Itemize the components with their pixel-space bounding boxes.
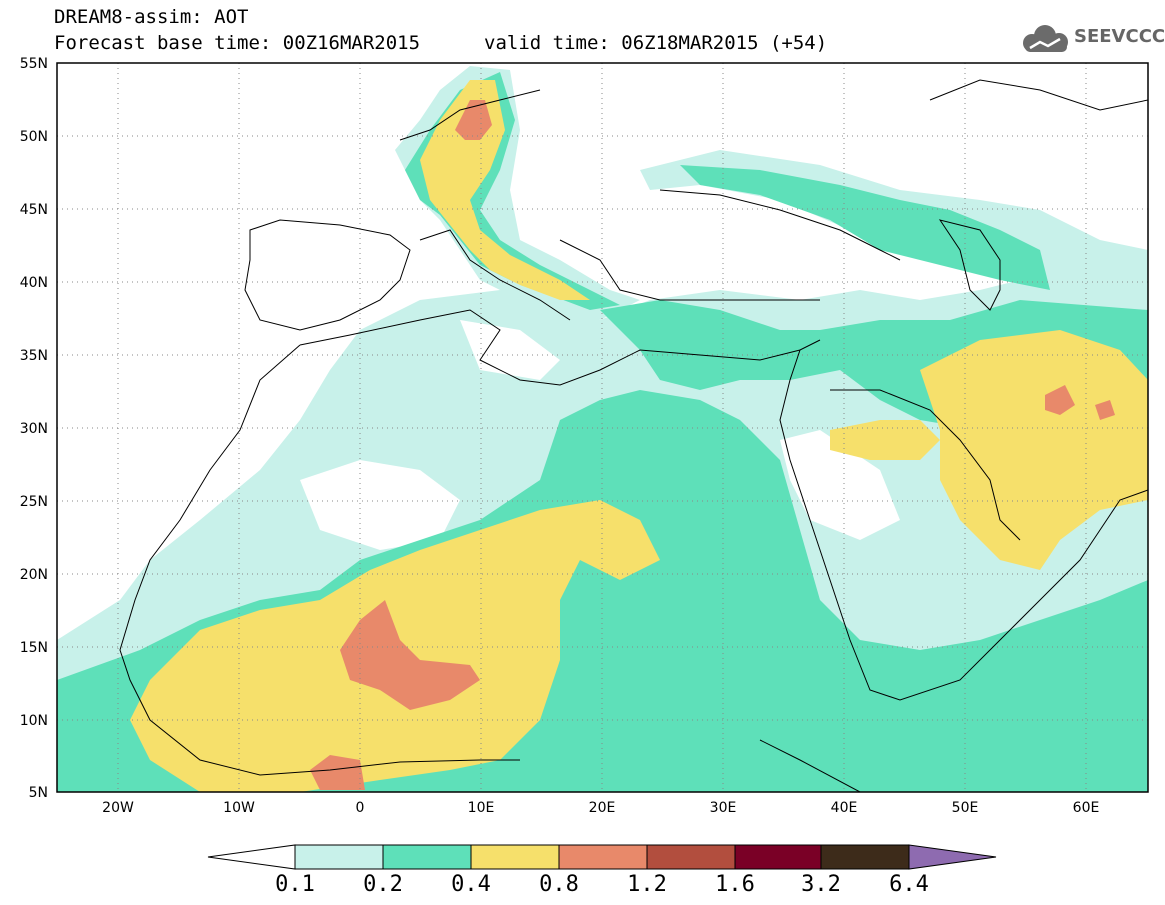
colorbar-swatch <box>820 844 910 870</box>
aot-clear-holes <box>300 320 900 550</box>
colorbar-swatch <box>558 844 648 870</box>
cloud-icon <box>1023 25 1068 52</box>
lat-tick-label: 25N <box>20 494 48 510</box>
lat-tick-label: 30N <box>20 421 48 437</box>
colorbar-swatch <box>382 844 472 870</box>
lon-tick-label: 50E <box>952 800 979 816</box>
coastlines <box>119 79 1148 792</box>
lat-tick-label: 45N <box>20 202 48 218</box>
lat-tick-label: 50N <box>20 129 48 145</box>
lat-tick-label: 15N <box>20 640 48 656</box>
lon-tick-label: 10W <box>223 800 255 816</box>
colorbar-swatch <box>470 844 560 870</box>
lat-tick-label: 10N <box>20 713 48 729</box>
aot-field <box>57 63 1148 792</box>
colorbar-swatch <box>646 844 736 870</box>
colorbar-label: 3.2 <box>801 872 841 897</box>
gridlines <box>57 63 1148 792</box>
colorbar-high-arrow <box>908 844 997 870</box>
colorbar <box>207 844 997 870</box>
colorbar-low-arrow <box>207 844 296 870</box>
colorbar-label: 0.8 <box>539 872 579 897</box>
lat-tick-label: 40N <box>20 275 48 291</box>
lat-axis: 5N 10N 15N 20N 25N 30N 35N 40N 45N 50N 5… <box>20 56 48 801</box>
colorbar-label: 0.2 <box>363 872 403 897</box>
valid-time: valid time: 06Z18MAR2015 (+54) <box>484 32 828 54</box>
lat-tick-label: 55N <box>20 56 48 72</box>
lon-tick-label: 40E <box>831 800 858 816</box>
colorbar-label: 6.4 <box>889 872 929 897</box>
lat-tick-label: 35N <box>20 348 48 364</box>
lon-tick-label: 20E <box>589 800 616 816</box>
colorbar-label: 0.4 <box>451 872 491 897</box>
lon-axis: 20W 10W 0 10E 20E 30E 40E 50E 60E <box>102 800 1099 816</box>
lon-tick-label: 0 <box>356 800 365 816</box>
forecast-base-time: Forecast base time: 00Z16MAR2015 <box>54 32 421 54</box>
colorbar-swatch <box>294 844 384 870</box>
lon-tick-label: 20W <box>102 800 134 816</box>
map-title: DREAM8-assim: AOT <box>54 6 249 28</box>
map-frame <box>56 62 1149 793</box>
colorbar-label: 1.6 <box>715 872 755 897</box>
aot-level-0.8 <box>310 100 1115 790</box>
logo-text: SEEVCCC <box>1074 26 1165 47</box>
lon-tick-label: 60E <box>1073 800 1100 816</box>
lat-tick-label: 20N <box>20 567 48 583</box>
colorbar-swatch <box>734 844 822 870</box>
colorbar-label: 1.2 <box>627 872 667 897</box>
colorbar-label: 0.1 <box>275 872 315 897</box>
lat-tick-label: 5N <box>29 785 48 801</box>
lon-tick-label: 10E <box>468 800 495 816</box>
lon-tick-label: 30E <box>710 800 737 816</box>
